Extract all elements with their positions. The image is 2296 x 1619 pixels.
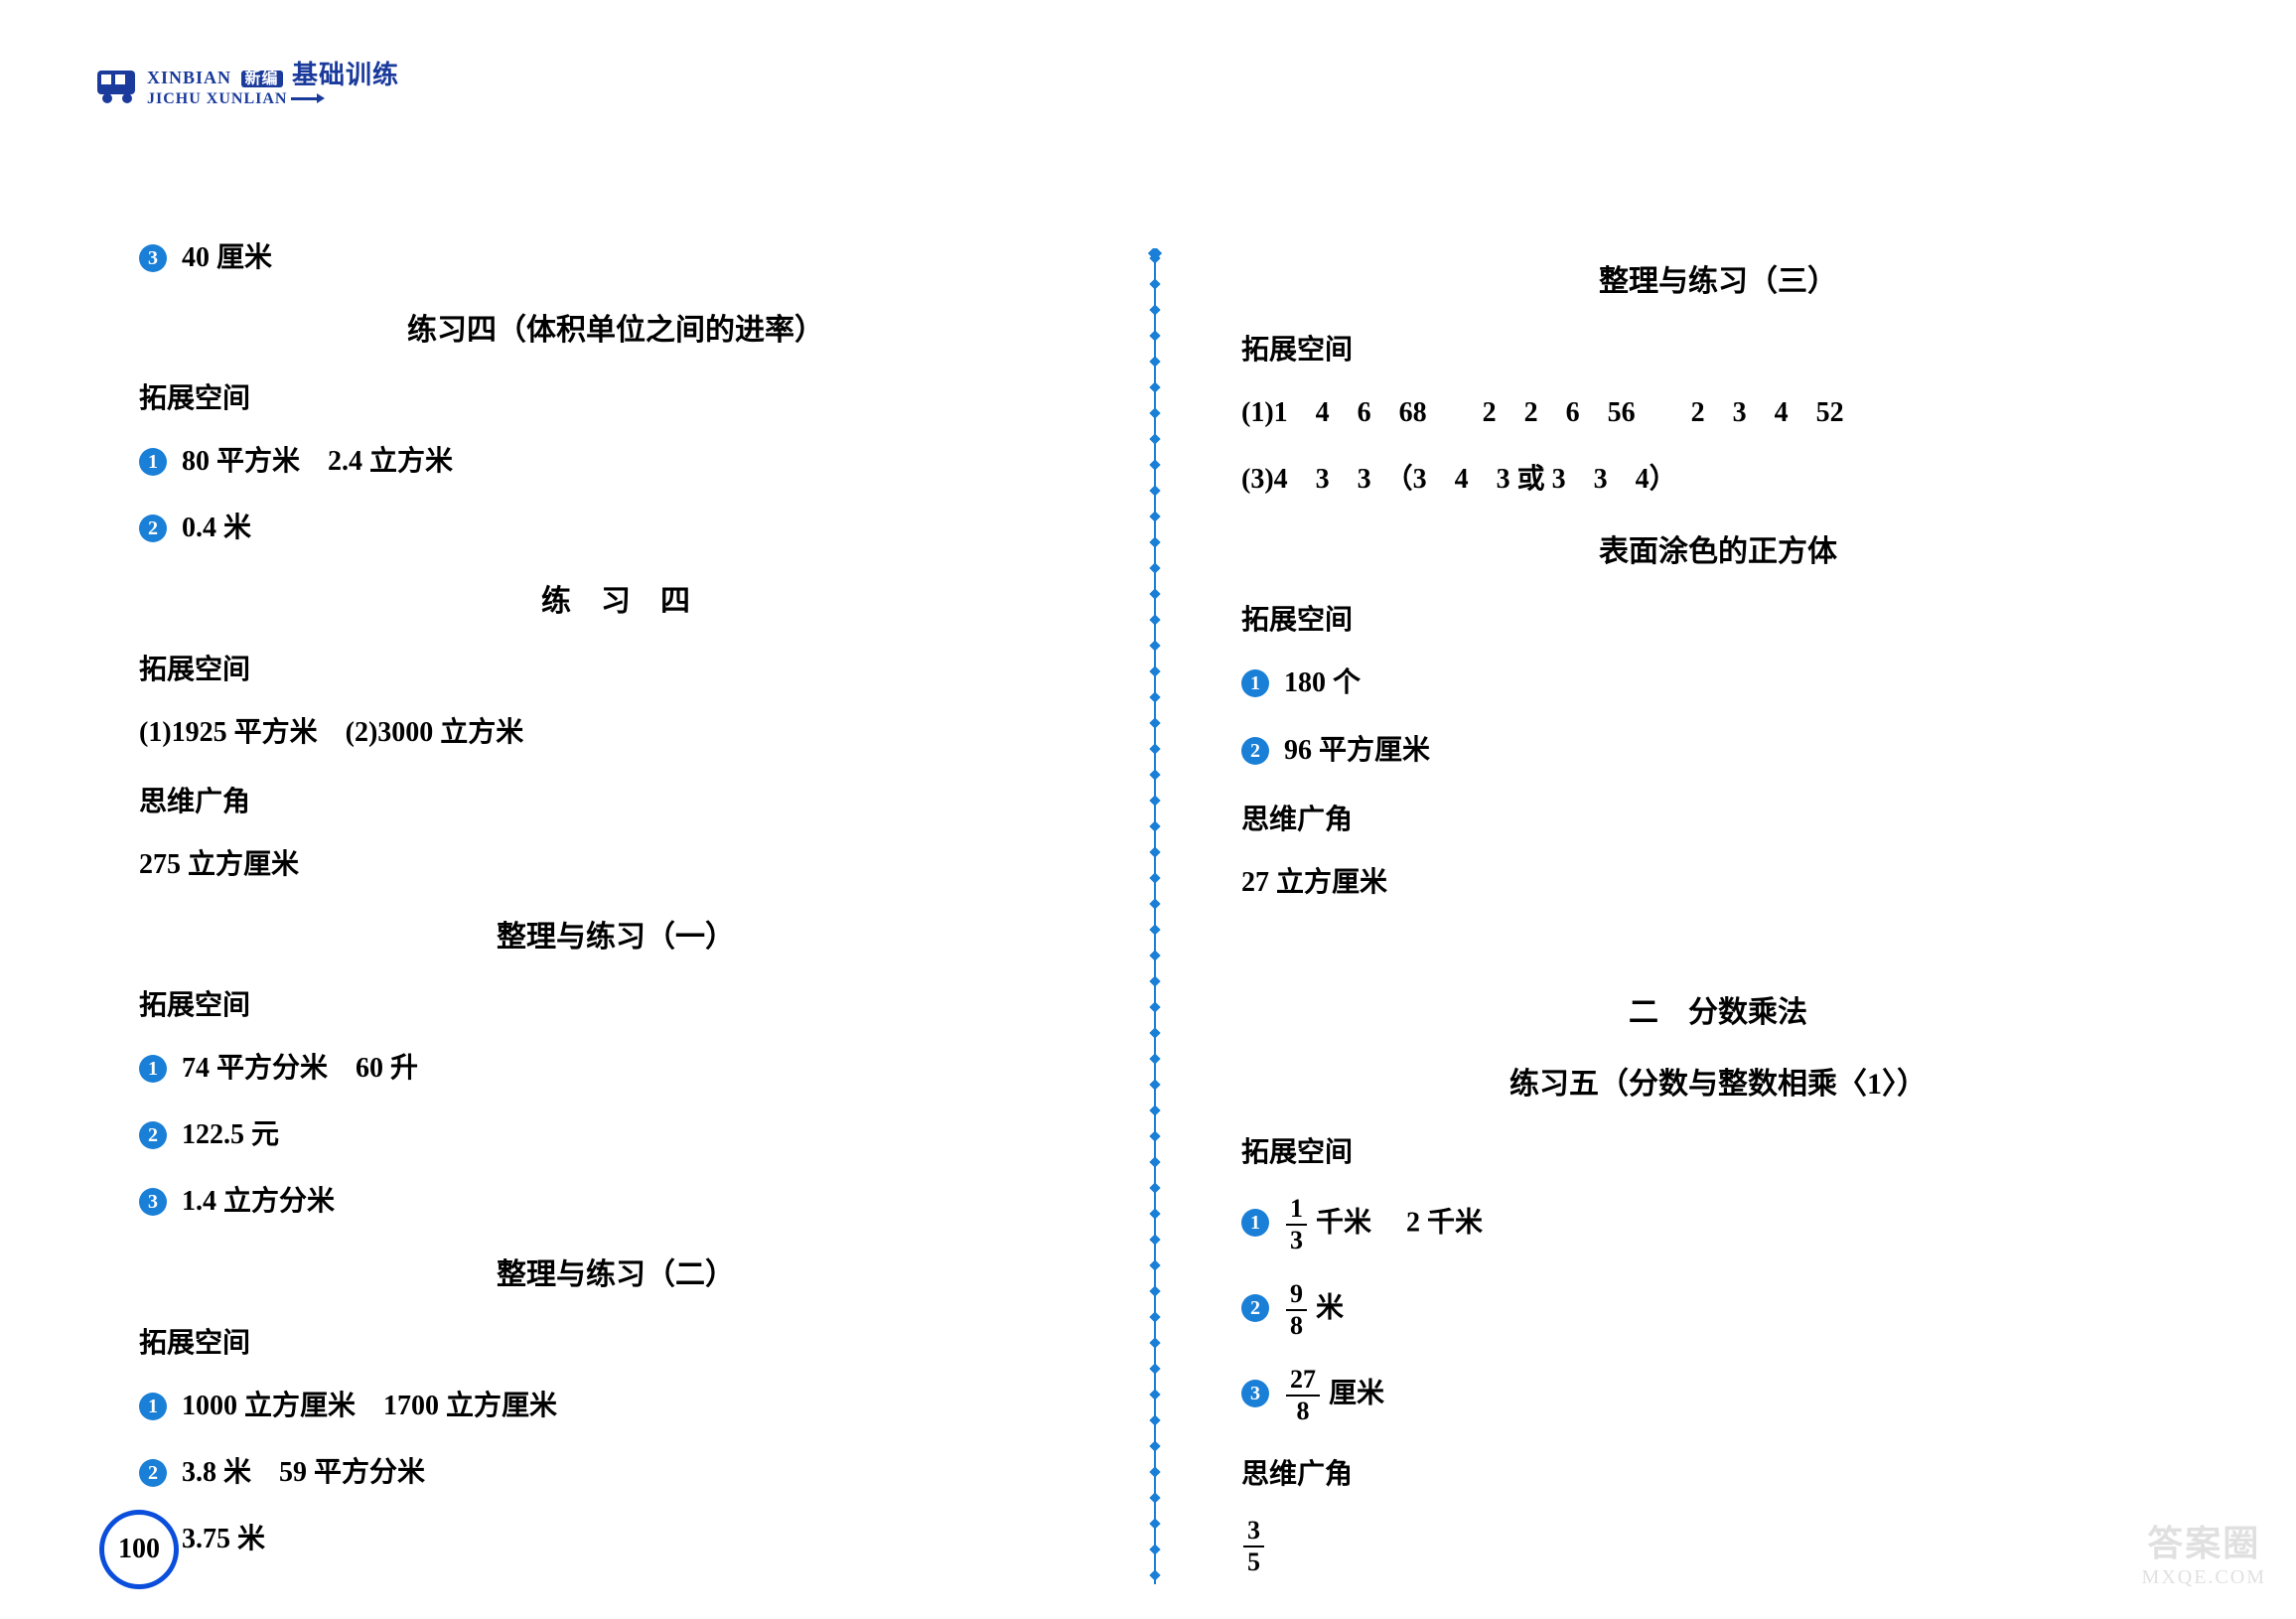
bullet-2: 2 [139,515,167,542]
answer-line: 1 1000 立方厘米 1700 立方厘米 [139,1387,1092,1425]
section-sub: 拓展空间 [139,1321,1092,1361]
fraction-den: 5 [1243,1547,1264,1575]
section-title: 整理与练习（一） [139,912,1092,956]
bullet-1: 1 [1241,669,1269,697]
answer-text: 180 个 [1284,667,1361,698]
answer-line: 3 3.75 米 [139,1520,1092,1558]
brand-logo: XINBIAN 新编 基础训练 JICHU XUNLIAN [95,62,399,107]
watermark-top: 答案圈 [2142,1515,2266,1566]
section-title: 练 习 四 [139,576,1092,620]
fraction: 3 5 [1243,1518,1264,1575]
answer-text: 74 平方分米 60 升 [182,1053,418,1084]
unit: 厘米 [1329,1378,1384,1408]
answer-line: 3 5 [1241,1518,2195,1575]
fraction: 27 8 [1286,1367,1320,1424]
fraction-num: 3 [1243,1518,1264,1547]
section-title: 整理与练习（二） [139,1250,1092,1293]
answer-text: 0.4 米 [182,513,251,543]
section-title: 练习四（体积单位之间的进率） [139,305,1092,349]
answer-text: 40 厘米 [182,242,272,273]
bullet-1: 1 [1241,1209,1269,1237]
watermark: 答案圈 MXQE.COM [2142,1515,2266,1589]
bullet-1: 1 [139,1393,167,1420]
watermark-bot: MXQE.COM [2142,1566,2266,1589]
answer-line: 27 立方厘米 [1241,863,2195,902]
fraction-den: 8 [1286,1311,1307,1339]
answer-line: 2 122.5 元 [139,1115,1092,1154]
answer-text: 1.4 立方分米 [182,1186,335,1217]
answer-line: 1 74 平方分米 60 升 [139,1049,1092,1088]
fraction: 9 8 [1286,1281,1307,1339]
answer-line: 3 27 8 厘米 [1241,1367,2195,1424]
answer-line: 2 3.8 米 59 平方分米 [139,1453,1092,1492]
section-sub: 拓展空间 [139,648,1092,687]
section-sub: 拓展空间 [139,376,1092,416]
fraction-num: 1 [1286,1196,1307,1226]
unit: 米 [1316,1292,1344,1323]
answer-line: 2 9 8 米 [1241,1281,2195,1339]
brand-badge: 新编 [241,71,283,87]
bullet-3: 3 [1241,1380,1269,1407]
chapter-title: 二 分数乘法 [1241,987,2195,1031]
answer-text: 80 平方米 2.4 立方米 [182,446,453,477]
section-sub: 思维广角 [139,780,1092,819]
section-title: 练习五（分数与整数相乘〈1〉） [1241,1059,2195,1103]
fraction: 1 3 [1286,1196,1307,1253]
answer-line: 1 180 个 [1241,663,2195,702]
section-sub: 拓展空间 [1241,328,2195,368]
answer-line: 275 立方厘米 [139,845,1092,884]
answer-text: 96 平方厘米 [1284,735,1430,766]
column-divider [1148,248,1162,1584]
section-sub: 思维广角 [1241,798,2195,837]
page-number-text: 100 [118,1534,160,1565]
bullet-3: 3 [139,244,167,272]
answer-line: 2 96 平方厘米 [1241,731,2195,770]
page-number: 100 [99,1510,179,1589]
section-sub: 拓展空间 [1241,598,2195,638]
section-title: 整理与练习（三） [1241,256,2195,300]
answer-line: (1)1925 平方米 (2)3000 立方米 [139,713,1092,752]
left-column: 3 40 厘米 练习四（体积单位之间的进率） 拓展空间 1 80 平方米 2.4… [139,238,1092,1586]
answer-line: (3)4 3 3 （3 4 3 或 3 3 4） [1241,460,2195,499]
section-sub: 拓展空间 [139,983,1092,1023]
section-sub: 思维广角 [1241,1452,2195,1492]
fraction-num: 27 [1286,1367,1320,1397]
section-title: 表面涂色的正方体 [1241,526,2195,570]
bullet-2: 2 [139,1459,167,1487]
bullet-2: 2 [1241,737,1269,765]
bullet-3: 3 [139,1188,167,1216]
fraction-den: 3 [1286,1226,1307,1253]
answer-text: 1000 立方厘米 1700 立方厘米 [182,1391,557,1421]
bus-icon [95,65,141,104]
right-column: 整理与练习（三） 拓展空间 (1)1 4 6 68 2 2 6 56 2 3 4… [1241,238,2195,1603]
brand-pinyin-top: XINBIAN [147,68,231,87]
fraction-den: 8 [1286,1397,1320,1424]
unit: 千米 [1316,1207,1371,1238]
bullet-1: 1 [139,448,167,476]
answer-line: (1)1 4 6 68 2 2 6 56 2 3 4 52 [1241,393,2195,432]
answer-text: 3.75 米 [182,1524,265,1554]
section-sub: 拓展空间 [1241,1130,2195,1170]
answer-line: 1 1 3 千米 2 千米 [1241,1196,2195,1253]
bullet-2: 2 [1241,1294,1269,1322]
bullet-2: 2 [139,1121,167,1149]
answer-line: 3 1.4 立方分米 [139,1182,1092,1221]
answer-line: 3 40 厘米 [139,238,1092,277]
answer-text: 122.5 元 [182,1119,279,1150]
answer-line: 1 80 平方米 2.4 立方米 [139,442,1092,481]
bullet-1: 1 [139,1055,167,1083]
brand-cn: 基础训练 [292,61,399,89]
arrow-icon [291,97,321,100]
answer-text: 2 千米 [1378,1207,1483,1238]
answer-line: 2 0.4 米 [139,509,1092,547]
brand-pinyin-bot: JICHU XUNLIAN [147,90,287,108]
answer-text: 3.8 米 59 平方分米 [182,1457,425,1488]
fraction-num: 9 [1286,1281,1307,1311]
